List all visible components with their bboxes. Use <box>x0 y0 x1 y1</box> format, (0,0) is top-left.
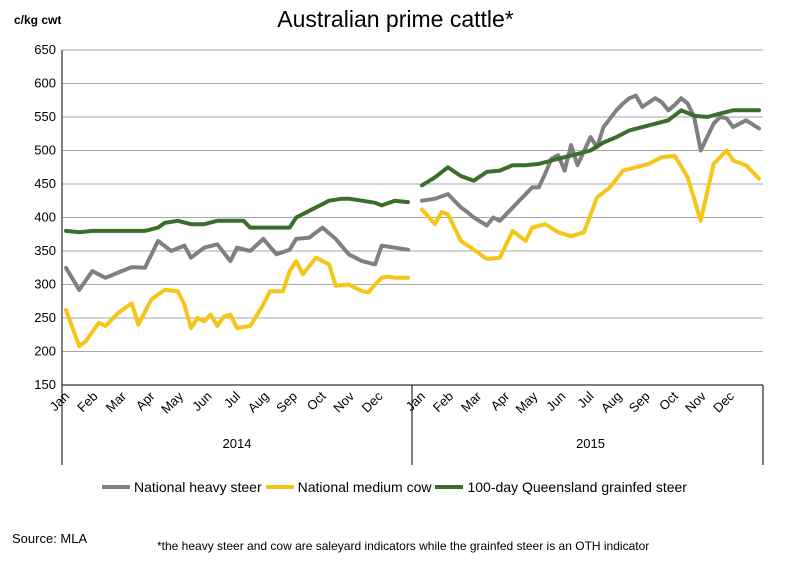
x-tick-label-2015-oct: Oct <box>656 388 681 413</box>
x-tick-label-2015-dec: Dec <box>710 388 737 415</box>
x-tick-label-2015-mar: Mar <box>458 388 485 415</box>
legend-swatch-medium-cow <box>265 485 294 489</box>
x-tick-label-2014-jul: Jul <box>221 388 243 410</box>
chart-title: Australian prime cattle* <box>277 6 514 32</box>
y-tick-label-150: 150 <box>34 377 56 392</box>
y-tick-label-500: 500 <box>34 143 56 158</box>
series-line-2-2014 <box>64 196 410 235</box>
x-tick-label-2015-nov: Nov <box>682 388 709 415</box>
x-tick-label-2015-may: May <box>512 388 540 416</box>
legend-swatch-grainfed-steer <box>435 485 464 489</box>
legend-label-heavy-steer: National heavy steer <box>134 479 262 495</box>
y-tick-label-250: 250 <box>34 310 56 325</box>
x-tick-label-2014-sep: Sep <box>273 389 300 416</box>
x-tick-label-2015-aug: Aug <box>598 389 625 416</box>
x-tick-label-2014-feb: Feb <box>74 389 100 415</box>
x-tick-label-2015-feb: Feb <box>430 389 456 415</box>
legend-item-grainfed-steer: 100-day Queensland grainfed steer <box>435 479 687 495</box>
x-tick-label-2014-oct: Oct <box>304 388 329 413</box>
y-tick-label-550: 550 <box>34 109 56 124</box>
series-line-0-2014 <box>64 225 410 292</box>
x-tick-label-2014-dec: Dec <box>359 388 386 415</box>
y-tick-label-650: 650 <box>34 42 56 57</box>
y-tick-label-300: 300 <box>34 277 56 292</box>
legend-item-heavy-steer: National heavy steer <box>102 479 262 495</box>
legend-label-medium-cow: National medium cow <box>297 479 432 495</box>
x-tick-label-2014-may: May <box>158 388 186 416</box>
y-tick-label-350: 350 <box>34 243 56 258</box>
series-line-1-2015 <box>420 148 761 261</box>
year-label-2015: 2015 <box>576 436 605 451</box>
series-line-0-2015 <box>420 93 761 228</box>
series-line-1-2014 <box>64 255 410 349</box>
x-tick-label-2014-jan: Jan <box>47 389 72 414</box>
x-tick-label-2015-jan: Jan <box>403 389 428 414</box>
x-tick-label-2015-sep: Sep <box>626 389 653 416</box>
series-line-2-2015 <box>420 108 761 188</box>
legend-label-grainfed-steer: 100-day Queensland grainfed steer <box>467 479 687 495</box>
x-tick-label-2014-jun: Jun <box>189 389 214 414</box>
y-axis-unit: c/kg cwt <box>14 13 62 27</box>
y-tick-label-200: 200 <box>34 344 56 359</box>
legend-swatch-heavy-steer <box>102 485 130 489</box>
chart-legend: National heavy steer National medium cow… <box>102 479 782 495</box>
x-tick-label-2014-apr: Apr <box>133 388 158 413</box>
y-tick-label-400: 400 <box>34 210 56 225</box>
x-tick-label-2015-jul: Jul <box>574 388 596 410</box>
x-tick-label-2014-mar: Mar <box>103 388 130 415</box>
y-tick-label-600: 600 <box>34 76 56 91</box>
x-tick-label-2014-aug: Aug <box>245 389 272 416</box>
x-tick-label-2014-nov: Nov <box>330 388 357 415</box>
x-tick-label-2015-apr: Apr <box>487 388 512 413</box>
year-label-2014: 2014 <box>223 436 252 451</box>
source-note: Source: MLA <box>12 531 88 546</box>
x-tick-label-2015-jun: Jun <box>543 389 568 414</box>
footnote: *the heavy steer and cow are saleyard in… <box>157 539 650 553</box>
legend-item-medium-cow: National medium cow <box>265 479 432 495</box>
y-tick-label-450: 450 <box>34 176 56 191</box>
